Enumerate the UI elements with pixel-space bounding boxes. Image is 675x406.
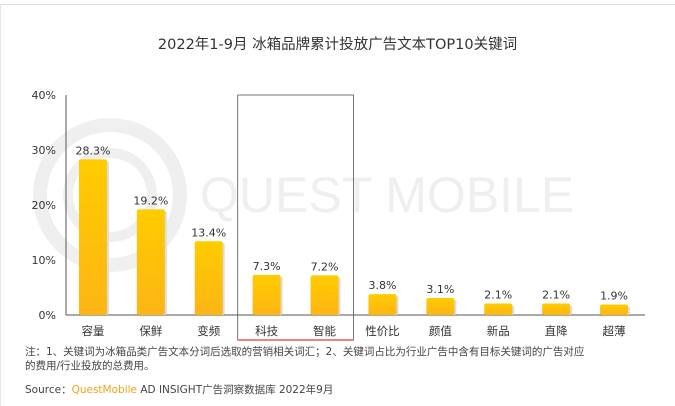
chart-title: 2022年1-9月 冰箱品牌累计投放广告文本TOP10关键词: [157, 37, 518, 53]
footnote-line-2: 的费用/行业投放的总费用。: [25, 360, 155, 372]
bar: [252, 274, 281, 315]
x-tick-label: 保鲜: [139, 324, 162, 338]
bar: [136, 209, 165, 315]
data-label: 7.2%: [311, 260, 339, 273]
data-label: 1.9%: [600, 290, 628, 303]
x-tick-label: 颜值: [429, 324, 452, 338]
x-tick-label: 智能: [313, 324, 336, 338]
bar: [542, 303, 571, 315]
x-tick-label: 超薄: [603, 324, 626, 338]
y-tick-label: 30%: [32, 144, 56, 157]
x-tick-label: 性价比: [365, 324, 400, 338]
bar: [310, 275, 339, 315]
data-label: 2.1%: [484, 288, 512, 301]
data-label: 19.2%: [133, 194, 168, 207]
data-label: 13.4%: [191, 226, 226, 239]
watermark: QUEST MOBILE: [33, 118, 574, 272]
y-tick-label: 10%: [32, 254, 56, 267]
y-tick-label: 40%: [32, 89, 56, 102]
source-text: AD INSIGHT广告洞察数据库 2022年9月: [137, 384, 334, 396]
data-label: 28.3%: [75, 144, 110, 157]
bar: [484, 303, 513, 315]
y-tick-label: 0%: [39, 309, 56, 322]
left-border: [0, 4, 1, 406]
bar: [600, 304, 629, 315]
bar: [368, 294, 397, 315]
y-tick-label: 20%: [32, 199, 56, 212]
source-label: Source：: [25, 384, 72, 396]
watermark-text: QUEST MOBILE: [200, 167, 574, 223]
x-tick-label: 新品: [487, 324, 510, 338]
top-border: [0, 4, 675, 5]
data-label: 7.3%: [253, 260, 281, 273]
x-tick-label: 变频: [197, 324, 220, 338]
bar: [194, 241, 223, 315]
bar: [426, 297, 455, 315]
footnote-line-1: 注：1、关键词为冰箱品类广告文本分词后选取的营销相关词汇；2、关键词占比为行业广…: [25, 346, 585, 358]
data-label: 3.8%: [368, 279, 396, 292]
source: Source：QuestMobile AD INSIGHT广告洞察数据库 202…: [25, 382, 333, 397]
bar: [78, 159, 107, 315]
data-label: 2.1%: [542, 288, 570, 301]
source-brand: QuestMobile: [71, 384, 137, 396]
x-tick-label: 容量: [81, 324, 104, 338]
x-tick-label: 直降: [545, 324, 568, 338]
footnote: 注：1、关键词为冰箱品类广告文本分词后选取的营销相关词汇；2、关键词占比为行业广…: [25, 345, 625, 373]
data-label: 3.1%: [426, 283, 454, 296]
x-tick-label: 科技: [255, 324, 278, 338]
